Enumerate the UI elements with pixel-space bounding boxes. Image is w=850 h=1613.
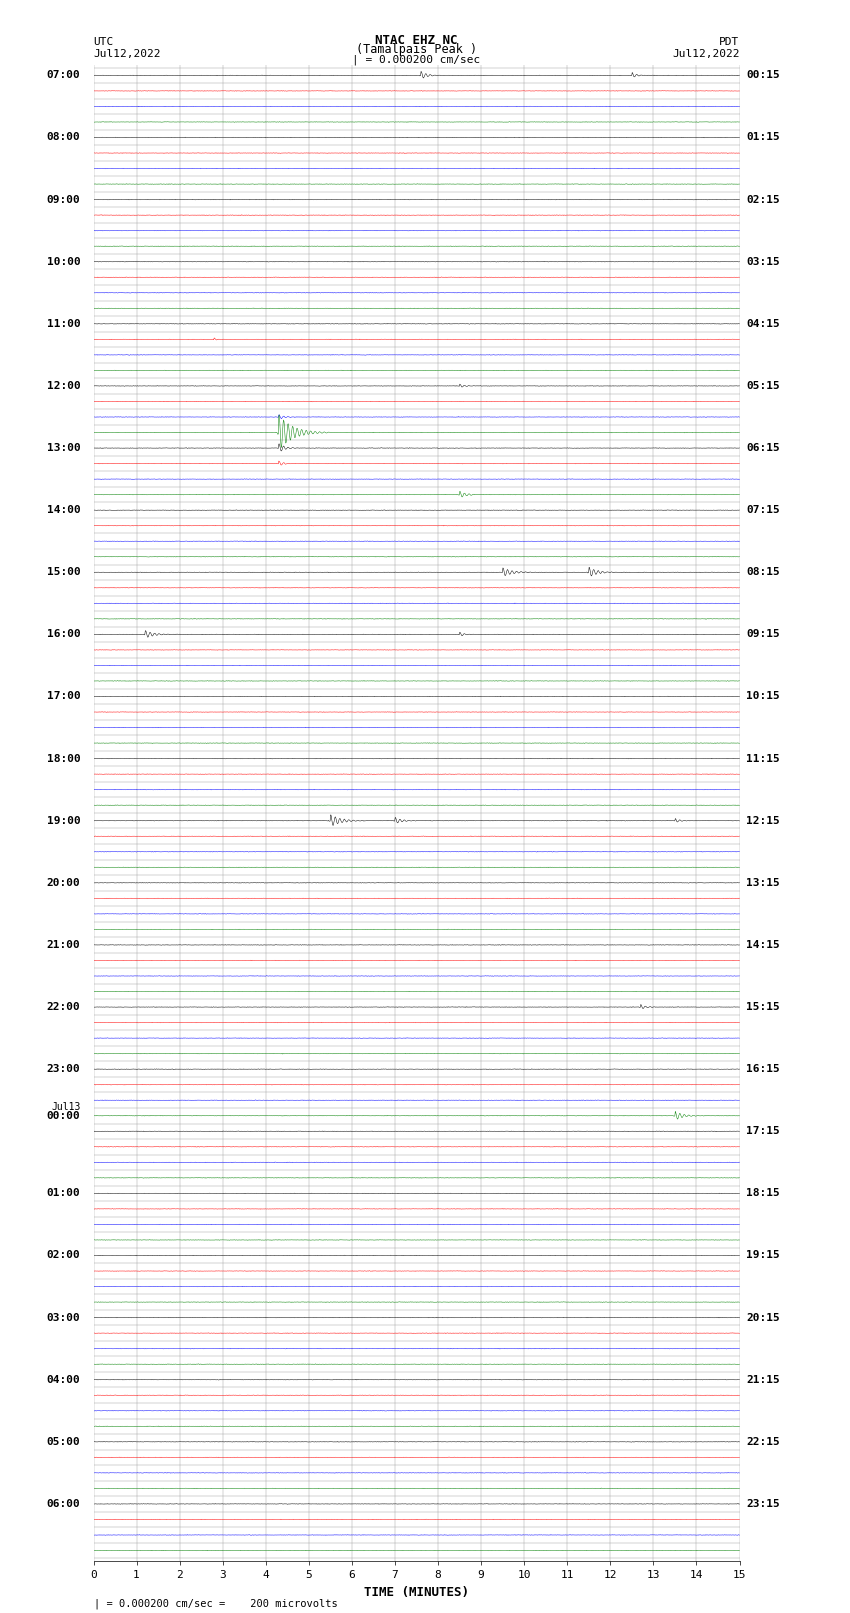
Text: 21:00: 21:00	[47, 940, 81, 950]
Text: 03:15: 03:15	[746, 256, 779, 266]
Text: 20:00: 20:00	[47, 877, 81, 887]
Text: 11:00: 11:00	[47, 319, 81, 329]
Text: NTAC EHZ NC: NTAC EHZ NC	[375, 34, 458, 47]
Text: 17:15: 17:15	[746, 1126, 779, 1136]
Text: 18:15: 18:15	[746, 1189, 779, 1198]
Text: 08:15: 08:15	[746, 568, 779, 577]
Text: 16:15: 16:15	[746, 1065, 779, 1074]
Text: 04:15: 04:15	[746, 319, 779, 329]
Text: 14:00: 14:00	[47, 505, 81, 515]
Text: 21:15: 21:15	[746, 1374, 779, 1384]
Text: 06:00: 06:00	[47, 1498, 81, 1508]
Text: | = 0.000200 cm/sec: | = 0.000200 cm/sec	[353, 53, 480, 65]
Text: 10:15: 10:15	[746, 692, 779, 702]
Text: 02:00: 02:00	[47, 1250, 81, 1260]
Text: 09:15: 09:15	[746, 629, 779, 639]
Text: 15:00: 15:00	[47, 568, 81, 577]
Text: 00:15: 00:15	[746, 71, 779, 81]
Text: 05:00: 05:00	[47, 1437, 81, 1447]
Text: 04:00: 04:00	[47, 1374, 81, 1384]
Text: 17:00: 17:00	[47, 692, 81, 702]
Text: 00:00: 00:00	[47, 1111, 81, 1121]
Text: Jul13: Jul13	[51, 1102, 81, 1113]
Text: UTC: UTC	[94, 37, 114, 47]
Text: 22:00: 22:00	[47, 1002, 81, 1011]
X-axis label: TIME (MINUTES): TIME (MINUTES)	[364, 1586, 469, 1598]
Text: 19:00: 19:00	[47, 816, 81, 826]
Text: 22:15: 22:15	[746, 1437, 779, 1447]
Text: 07:00: 07:00	[47, 71, 81, 81]
Text: 06:15: 06:15	[746, 444, 779, 453]
Text: 12:00: 12:00	[47, 381, 81, 390]
Text: 03:00: 03:00	[47, 1313, 81, 1323]
Text: 12:15: 12:15	[746, 816, 779, 826]
Text: (Tamalpais Peak ): (Tamalpais Peak )	[356, 42, 477, 55]
Text: 10:00: 10:00	[47, 256, 81, 266]
Text: PDT: PDT	[719, 37, 740, 47]
Text: 14:15: 14:15	[746, 940, 779, 950]
Text: 01:15: 01:15	[746, 132, 779, 142]
Text: 05:15: 05:15	[746, 381, 779, 390]
Text: 23:15: 23:15	[746, 1498, 779, 1508]
Text: 15:15: 15:15	[746, 1002, 779, 1011]
Text: 08:00: 08:00	[47, 132, 81, 142]
Text: 07:15: 07:15	[746, 505, 779, 515]
Text: 01:00: 01:00	[47, 1189, 81, 1198]
Text: 02:15: 02:15	[746, 195, 779, 205]
Text: 11:15: 11:15	[746, 753, 779, 763]
Text: | = 0.000200 cm/sec =    200 microvolts: | = 0.000200 cm/sec = 200 microvolts	[94, 1598, 337, 1610]
Text: Jul12,2022: Jul12,2022	[672, 48, 740, 58]
Text: 16:00: 16:00	[47, 629, 81, 639]
Text: 19:15: 19:15	[746, 1250, 779, 1260]
Text: 09:00: 09:00	[47, 195, 81, 205]
Text: 23:00: 23:00	[47, 1065, 81, 1074]
Text: Jul12,2022: Jul12,2022	[94, 48, 161, 58]
Text: 13:15: 13:15	[746, 877, 779, 887]
Text: 18:00: 18:00	[47, 753, 81, 763]
Text: 20:15: 20:15	[746, 1313, 779, 1323]
Text: 13:00: 13:00	[47, 444, 81, 453]
